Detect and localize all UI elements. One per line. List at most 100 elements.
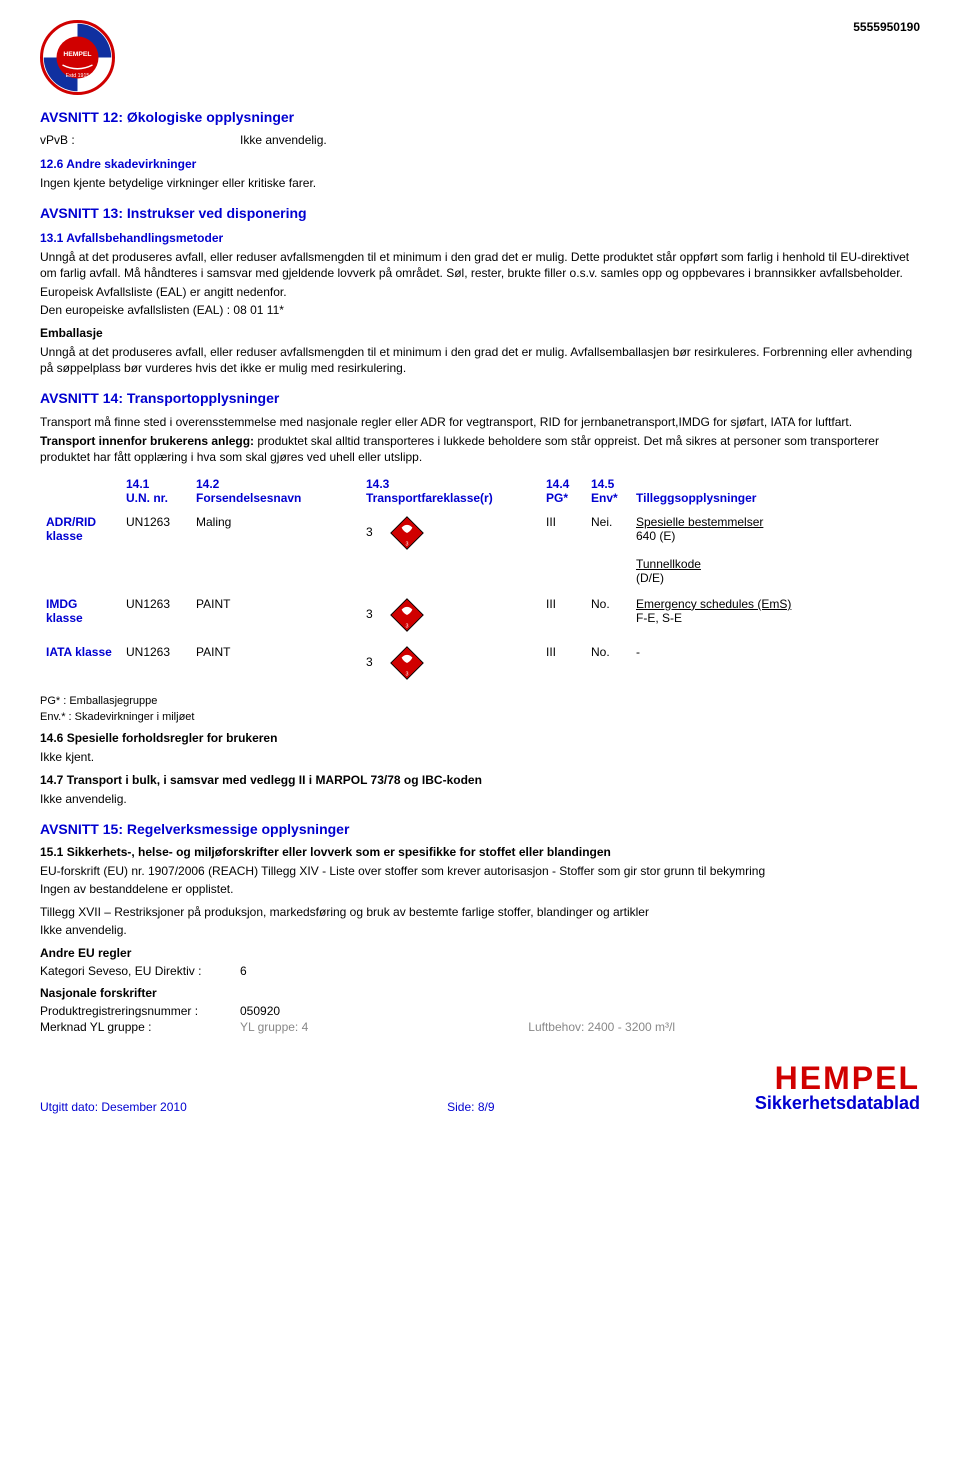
imdg-extra: Emergency schedules (EmS) F-E, S-E bbox=[630, 591, 920, 639]
section-13-para2: Europeisk Avfallsliste (EAL) er angitt n… bbox=[40, 284, 920, 300]
prodreg-label: Produktregistreringsnummer : bbox=[40, 1004, 240, 1018]
seveso-label: Kategori Seveso, EU Direktiv : bbox=[40, 964, 240, 978]
pg-note: PG* : Emballasjegruppe bbox=[40, 695, 920, 707]
sub-12-6: 12.6 Andre skadevirkninger bbox=[40, 157, 920, 171]
adr-extra1-text: 640 (E) bbox=[636, 529, 675, 543]
sub-15-1: 15.1 Sikkerhets-, helse- og miljøforskri… bbox=[40, 845, 920, 859]
transport-header-row: 14.1U.N. nr. 14.2Forsendelsesnavn 14.3Tr… bbox=[40, 473, 920, 509]
th-14-3b: Transportfareklasse(r) bbox=[366, 491, 493, 505]
iata-extra: - bbox=[630, 639, 920, 687]
adr-extra2-text: (D/E) bbox=[636, 571, 664, 585]
emballasje-text: Unngå at det produseres avfall, eller re… bbox=[40, 344, 920, 376]
section-14-intro2: Transport innenfor brukerens anlegg: pro… bbox=[40, 433, 920, 465]
sub-14-7-text: Ikke anvendelig. bbox=[40, 791, 920, 807]
hazard-diamond-icon: 3 bbox=[389, 645, 425, 681]
svg-text:HEMPEL: HEMPEL bbox=[63, 51, 91, 58]
adr-class-cell: 3 3 bbox=[360, 509, 540, 591]
iata-class: 3 bbox=[366, 655, 373, 669]
imdg-env: No. bbox=[585, 591, 630, 639]
adr-class: 3 bbox=[366, 525, 373, 539]
seveso-row: Kategori Seveso, EU Direktiv : 6 bbox=[40, 964, 920, 978]
document-id: 5555950190 bbox=[853, 20, 920, 34]
section-13-para1: Unngå at det produseres avfall, eller re… bbox=[40, 249, 920, 281]
svg-text:3: 3 bbox=[406, 623, 409, 629]
iata-env: No. bbox=[585, 639, 630, 687]
hazard-diamond-icon: 3 bbox=[389, 597, 425, 633]
iata-label: IATA klasse bbox=[40, 639, 120, 687]
vpvb-label: vPvB : bbox=[40, 133, 240, 147]
annex17: Tillegg XVII – Restriksjoner på produksj… bbox=[40, 904, 920, 920]
adr-name: Maling bbox=[190, 509, 360, 591]
adr-extra2-label: Tunnellkode bbox=[636, 557, 701, 571]
svg-text:3: 3 bbox=[406, 671, 409, 677]
sub-14-7: 14.7 Transport i bulk, i samsvar med ved… bbox=[40, 773, 920, 787]
national-label: Nasjonale forskrifter bbox=[40, 986, 920, 1000]
luftbehov: Luftbehov: 2400 - 3200 m³/l bbox=[528, 1020, 675, 1034]
transport-table: 14.1U.N. nr. 14.2Forsendelsesnavn 14.3Tr… bbox=[40, 473, 920, 687]
footer-issued: Utgitt dato: Desember 2010 bbox=[40, 1100, 187, 1114]
vpvb-value: Ikke anvendelig. bbox=[240, 133, 327, 147]
emballasje-label: Emballasje bbox=[40, 326, 920, 340]
brand-sub: Sikkerhetsdatablad bbox=[755, 1093, 920, 1114]
section-15-title: AVSNITT 15: Regelverksmessige opplysning… bbox=[40, 821, 920, 837]
imdg-class: 3 bbox=[366, 607, 373, 621]
yl-label: Merknad YL gruppe : bbox=[40, 1020, 240, 1034]
iata-class-cell: 3 3 bbox=[360, 639, 540, 687]
brand-name: HEMPEL bbox=[755, 1064, 920, 1093]
section-12-title: AVSNITT 12: Økologiske opplysninger bbox=[40, 109, 920, 125]
hazard-diamond-icon: 3 bbox=[389, 515, 425, 551]
seveso-value: 6 bbox=[240, 964, 247, 978]
page-header: HEMPEL Estd 1915 5555950190 bbox=[40, 20, 920, 95]
hempel-logo: HEMPEL Estd 1915 bbox=[40, 20, 115, 95]
th-14-1b: U.N. nr. bbox=[126, 491, 168, 505]
intro2-label: Transport innenfor brukerens anlegg: bbox=[40, 434, 254, 448]
th-14-2a: 14.2 bbox=[196, 477, 219, 491]
imdg-name: PAINT bbox=[190, 591, 360, 639]
section-13-para3: Den europeiske avfallslisten (EAL) : 08 … bbox=[40, 302, 920, 318]
imdg-extra1-label: Emergency schedules (EmS) bbox=[636, 597, 791, 611]
th-14-1a: 14.1 bbox=[126, 477, 149, 491]
adr-label: ADR/RID klasse bbox=[40, 509, 120, 591]
section-14-title: AVSNITT 14: Transportopplysninger bbox=[40, 390, 920, 406]
iata-un: UN1263 bbox=[120, 639, 190, 687]
th-14-2b: Forsendelsesnavn bbox=[196, 491, 301, 505]
yl-row: Merknad YL gruppe : YL gruppe: 4 Luftbeh… bbox=[40, 1020, 920, 1034]
other-eu: Andre EU regler bbox=[40, 946, 920, 960]
imdg-pg: III bbox=[540, 591, 585, 639]
th-14-6: Tilleggsopplysninger bbox=[636, 491, 756, 505]
env-note: Env.* : Skadevirkninger i miljøet bbox=[40, 711, 920, 723]
vpvb-row: vPvB : Ikke anvendelig. bbox=[40, 133, 920, 147]
section-14-intro: Transport må finne sted i overensstemmel… bbox=[40, 414, 920, 430]
not-applicable: Ikke anvendelig. bbox=[40, 922, 920, 938]
sub-12-6-text: Ingen kjente betydelige virkninger eller… bbox=[40, 175, 920, 191]
iata-pg: III bbox=[540, 639, 585, 687]
th-14-4a: 14.4 bbox=[546, 477, 569, 491]
iata-name: PAINT bbox=[190, 639, 360, 687]
th-14-4b: PG* bbox=[546, 491, 568, 505]
adr-pg: III bbox=[540, 509, 585, 591]
adr-extra1-label: Spesielle bestemmelser bbox=[636, 515, 763, 529]
sub-14-6: 14.6 Spesielle forholdsregler for bruker… bbox=[40, 731, 920, 745]
yl-value: YL gruppe: 4 bbox=[240, 1020, 308, 1034]
adr-env: Nei. bbox=[585, 509, 630, 591]
svg-text:3: 3 bbox=[406, 541, 409, 547]
footer-brand-block: HEMPEL Sikkerhetsdatablad bbox=[755, 1064, 920, 1114]
sub-14-6-text: Ikke kjent. bbox=[40, 749, 920, 765]
imdg-extra1-text: F-E, S-E bbox=[636, 611, 682, 625]
sub-13-1: 13.1 Avfallsbehandlingsmetoder bbox=[40, 231, 920, 245]
imdg-class-cell: 3 3 bbox=[360, 591, 540, 639]
footer-page: Side: 8/9 bbox=[447, 1100, 494, 1114]
transport-row-imdg: IMDG klasse UN1263 PAINT 3 3 III No. Eme… bbox=[40, 591, 920, 639]
adr-extra: Spesielle bestemmelser 640 (E) Tunnellko… bbox=[630, 509, 920, 591]
imdg-label: IMDG klasse bbox=[40, 591, 120, 639]
th-14-3a: 14.3 bbox=[366, 477, 389, 491]
transport-row-adr: ADR/RID klasse UN1263 Maling 3 3 III Nei… bbox=[40, 509, 920, 591]
prodreg-row: Produktregistreringsnummer : 050920 bbox=[40, 1004, 920, 1018]
svg-text:Estd 1915: Estd 1915 bbox=[66, 73, 90, 79]
section-13-title: AVSNITT 13: Instrukser ved disponering bbox=[40, 205, 920, 221]
page-footer: Utgitt dato: Desember 2010 Side: 8/9 HEM… bbox=[40, 1064, 920, 1124]
eu-reg: EU-forskrift (EU) nr. 1907/2006 (REACH) … bbox=[40, 863, 920, 879]
prodreg-value: 050920 bbox=[240, 1004, 280, 1018]
imdg-un: UN1263 bbox=[120, 591, 190, 639]
transport-row-iata: IATA klasse UN1263 PAINT 3 3 III No. - bbox=[40, 639, 920, 687]
